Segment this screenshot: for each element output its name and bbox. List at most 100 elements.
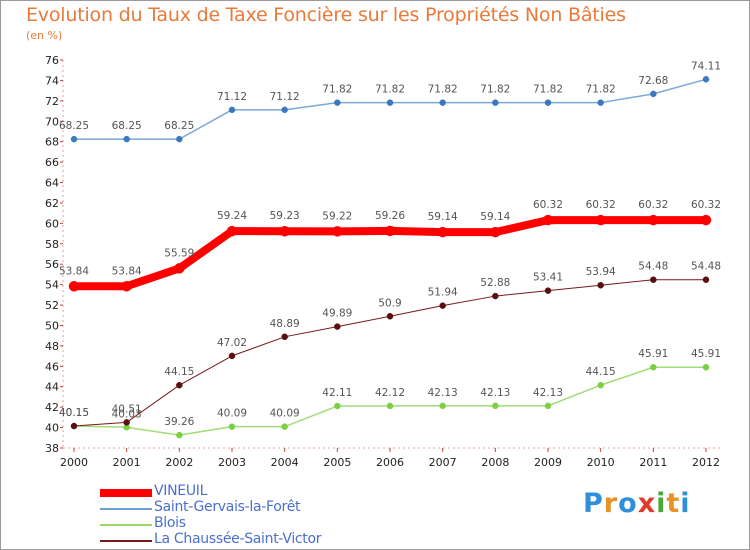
x-tick-label: 2007 — [429, 456, 457, 469]
y-tick-label: 74 — [45, 74, 59, 87]
data-label: 60.32 — [533, 199, 563, 211]
data-label: 71.82 — [428, 84, 458, 96]
data-point — [176, 381, 183, 389]
x-tick-label: 2006 — [376, 456, 404, 469]
data-point — [597, 99, 604, 106]
data-point — [176, 135, 183, 143]
data-point — [386, 99, 394, 106]
legend-label-la-chaussee: La Chaussée-Saint-Victor — [154, 531, 322, 547]
data-point — [595, 214, 606, 226]
data-point — [334, 402, 341, 410]
data-label: 54.48 — [638, 261, 668, 273]
data-point — [228, 352, 236, 360]
data-label: 53.94 — [586, 266, 616, 278]
data-point — [439, 402, 446, 410]
data-point — [279, 225, 290, 237]
data-point — [121, 281, 132, 292]
data-label: 40.03 — [112, 408, 142, 420]
data-point — [70, 422, 78, 430]
y-tick-label: 68 — [45, 136, 59, 149]
data-point — [648, 214, 659, 226]
data-point — [439, 302, 446, 309]
data-point — [650, 90, 657, 98]
data-label: 40.15 — [59, 407, 89, 419]
logo-letter: i — [656, 488, 667, 519]
data-label: 53.84 — [112, 265, 142, 277]
legend-label-blois: Blois — [154, 515, 186, 531]
data-point — [490, 226, 501, 238]
data-label: 44.15 — [164, 366, 194, 378]
data-label: 71.12 — [270, 91, 300, 103]
data-label: 71.82 — [322, 84, 352, 96]
data-label: 51.94 — [428, 287, 458, 299]
data-label: 42.13 — [428, 387, 458, 399]
x-tick-label: 2000 — [60, 456, 88, 469]
y-tick-label: 72 — [45, 95, 59, 108]
data-label: 42.11 — [322, 387, 352, 399]
data-label: 49.89 — [322, 308, 352, 320]
chart-subtitle: (en %) — [26, 29, 63, 42]
legend-swatch-saint-gervais — [100, 508, 152, 510]
data-label: 59.22 — [322, 210, 352, 222]
y-tick-label: 64 — [45, 177, 59, 190]
data-label: 71.82 — [586, 84, 616, 96]
data-point — [492, 402, 499, 410]
data-label: 42.13 — [533, 387, 563, 399]
data-point — [332, 226, 343, 237]
y-tick-label: 70 — [45, 115, 59, 128]
x-tick-label: 2011 — [639, 456, 667, 469]
data-label: 71.82 — [533, 84, 563, 96]
data-label: 60.32 — [586, 199, 616, 211]
data-point — [228, 106, 236, 114]
data-point — [384, 225, 396, 237]
data-point — [68, 281, 80, 292]
data-label: 42.12 — [375, 387, 405, 399]
data-label: 60.32 — [691, 199, 721, 211]
data-point — [70, 135, 78, 143]
data-label: 59.26 — [375, 210, 405, 222]
data-point — [544, 287, 552, 294]
y-tick-label: 76 — [45, 54, 59, 67]
chart-title: Evolution du Taux de Taxe Foncière sur l… — [26, 4, 626, 26]
data-point — [123, 135, 130, 143]
data-point — [174, 263, 185, 274]
y-tick-label: 52 — [45, 299, 59, 312]
y-tick-label: 54 — [45, 279, 59, 292]
data-point — [437, 226, 448, 238]
data-label: 45.91 — [691, 348, 721, 360]
data-point — [334, 323, 341, 330]
x-tick-label: 2002 — [165, 456, 193, 469]
data-label: 60.32 — [638, 199, 668, 211]
data-point — [702, 363, 710, 371]
data-label: 39.26 — [164, 416, 194, 428]
data-label: 53.84 — [59, 265, 89, 277]
logo-letter: P — [583, 488, 604, 519]
data-point — [123, 419, 130, 426]
data-label: 44.15 — [586, 366, 616, 378]
y-tick-label: 40 — [45, 422, 59, 435]
data-point — [544, 402, 552, 410]
data-label: 59.23 — [270, 210, 300, 222]
data-label: 42.13 — [480, 387, 510, 399]
proxiti-logo: Proxiti — [583, 488, 691, 519]
logo-letter: r — [603, 488, 619, 519]
data-point — [386, 313, 394, 320]
data-label: 71.12 — [217, 91, 247, 103]
data-label: 40.09 — [217, 408, 247, 420]
data-label: 47.02 — [217, 337, 247, 349]
data-point — [650, 363, 657, 371]
data-label: 45.91 — [638, 348, 668, 360]
data-point — [702, 76, 710, 83]
x-tick-label: 2010 — [587, 456, 615, 469]
data-label: 59.14 — [428, 211, 458, 223]
data-label: 68.25 — [59, 120, 89, 132]
y-tick-label: 62 — [45, 197, 59, 210]
data-point — [597, 381, 604, 389]
data-label: 50.9 — [378, 297, 401, 309]
data-point — [439, 99, 446, 106]
logo-letter: o — [618, 488, 638, 519]
y-tick-label: 50 — [45, 319, 59, 332]
data-label: 68.25 — [164, 120, 194, 132]
legend-swatch-la-chaussee — [100, 540, 152, 542]
